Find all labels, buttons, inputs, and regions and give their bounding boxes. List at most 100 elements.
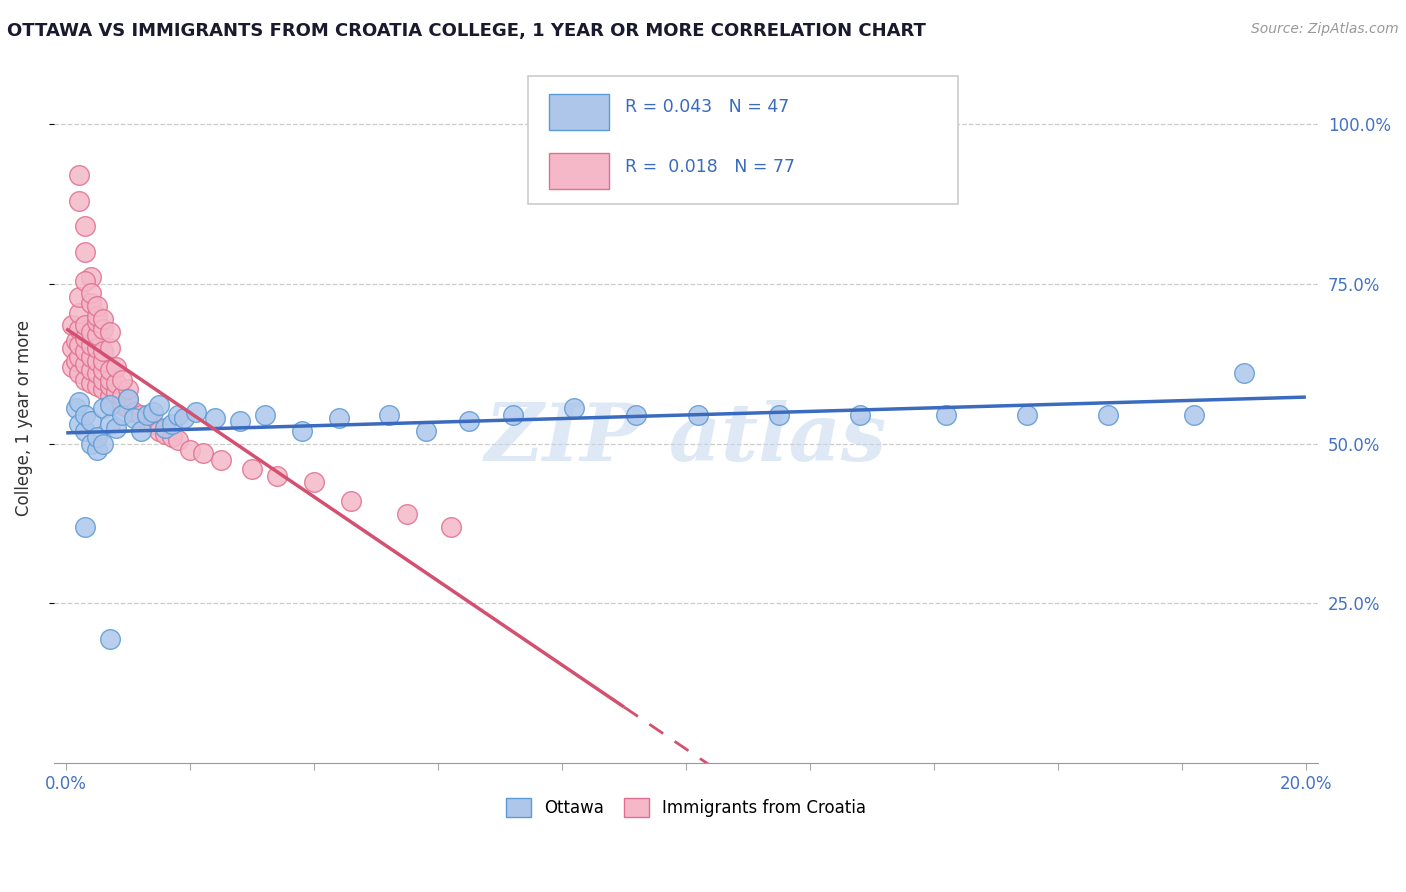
Legend: Ottawa, Immigrants from Croatia: Ottawa, Immigrants from Croatia bbox=[499, 792, 873, 824]
Point bbox=[98, 325, 121, 339]
Y-axis label: College, 1 year or more: College, 1 year or more bbox=[15, 320, 32, 516]
Point bbox=[148, 424, 170, 438]
Point bbox=[73, 373, 96, 387]
Point bbox=[73, 274, 96, 288]
Point bbox=[160, 417, 183, 432]
Point bbox=[62, 359, 84, 374]
Point bbox=[73, 424, 96, 438]
Point bbox=[155, 420, 177, 434]
FancyBboxPatch shape bbox=[550, 153, 609, 189]
Point bbox=[1015, 408, 1038, 422]
Point bbox=[415, 424, 437, 438]
Point bbox=[93, 401, 115, 416]
Point bbox=[111, 398, 134, 412]
Point bbox=[98, 363, 121, 377]
Point bbox=[626, 408, 648, 422]
Point bbox=[86, 379, 108, 393]
Point bbox=[80, 436, 103, 450]
Point bbox=[129, 424, 152, 438]
Point bbox=[93, 382, 115, 396]
Point bbox=[80, 296, 103, 310]
Point bbox=[65, 353, 87, 368]
Point bbox=[229, 414, 252, 428]
Point bbox=[340, 494, 363, 508]
Point bbox=[67, 337, 90, 351]
Point bbox=[73, 318, 96, 333]
Point bbox=[124, 411, 146, 425]
Point bbox=[86, 299, 108, 313]
Point bbox=[62, 341, 84, 355]
Point bbox=[80, 414, 103, 428]
Point bbox=[80, 376, 103, 390]
FancyBboxPatch shape bbox=[550, 94, 609, 129]
Point bbox=[1097, 408, 1119, 422]
Point bbox=[93, 353, 115, 368]
Text: R = 0.043   N = 47: R = 0.043 N = 47 bbox=[626, 98, 790, 117]
Point bbox=[155, 427, 177, 442]
Point bbox=[98, 632, 121, 646]
Point bbox=[93, 436, 115, 450]
Point bbox=[124, 405, 146, 419]
Point bbox=[93, 312, 115, 326]
Point bbox=[564, 401, 586, 416]
Point bbox=[98, 379, 121, 393]
Point bbox=[67, 351, 90, 365]
Point bbox=[302, 475, 325, 489]
Point bbox=[80, 286, 103, 301]
Point bbox=[179, 442, 201, 457]
Point bbox=[768, 408, 790, 422]
Point bbox=[86, 315, 108, 329]
Point bbox=[1182, 408, 1205, 422]
Point bbox=[396, 507, 419, 521]
Point bbox=[98, 373, 121, 387]
Point bbox=[439, 519, 461, 533]
Point bbox=[65, 334, 87, 349]
Point bbox=[67, 367, 90, 381]
Point bbox=[80, 270, 103, 285]
Point bbox=[67, 417, 90, 432]
Point bbox=[148, 398, 170, 412]
Point bbox=[104, 385, 127, 400]
Point bbox=[65, 401, 87, 416]
Point bbox=[67, 290, 90, 304]
Point bbox=[173, 411, 195, 425]
Point bbox=[73, 343, 96, 358]
Point bbox=[458, 414, 481, 428]
Text: Source: ZipAtlas.com: Source: ZipAtlas.com bbox=[1251, 22, 1399, 37]
Point bbox=[111, 389, 134, 403]
Point bbox=[266, 468, 288, 483]
Point bbox=[86, 341, 108, 355]
Point bbox=[328, 411, 350, 425]
Point bbox=[191, 446, 214, 460]
Point bbox=[62, 318, 84, 333]
Point bbox=[80, 351, 103, 365]
Point bbox=[377, 408, 399, 422]
Point bbox=[67, 305, 90, 319]
Point bbox=[86, 430, 108, 444]
Point bbox=[117, 401, 139, 416]
Point bbox=[98, 398, 121, 412]
Point bbox=[111, 373, 134, 387]
Point bbox=[166, 408, 188, 422]
Point bbox=[86, 442, 108, 457]
Point bbox=[117, 382, 139, 396]
Point bbox=[935, 408, 957, 422]
Point bbox=[104, 359, 127, 374]
Point bbox=[93, 343, 115, 358]
Point bbox=[104, 395, 127, 409]
Point bbox=[160, 430, 183, 444]
Point bbox=[86, 367, 108, 381]
Point bbox=[209, 452, 232, 467]
Point bbox=[80, 325, 103, 339]
Point bbox=[848, 408, 870, 422]
Point bbox=[67, 168, 90, 182]
Point bbox=[86, 309, 108, 323]
Point bbox=[142, 417, 165, 432]
Point bbox=[67, 321, 90, 335]
FancyBboxPatch shape bbox=[529, 77, 957, 204]
Point bbox=[86, 353, 108, 368]
Point bbox=[73, 244, 96, 259]
Point bbox=[135, 414, 157, 428]
Point bbox=[80, 363, 103, 377]
Point bbox=[104, 376, 127, 390]
